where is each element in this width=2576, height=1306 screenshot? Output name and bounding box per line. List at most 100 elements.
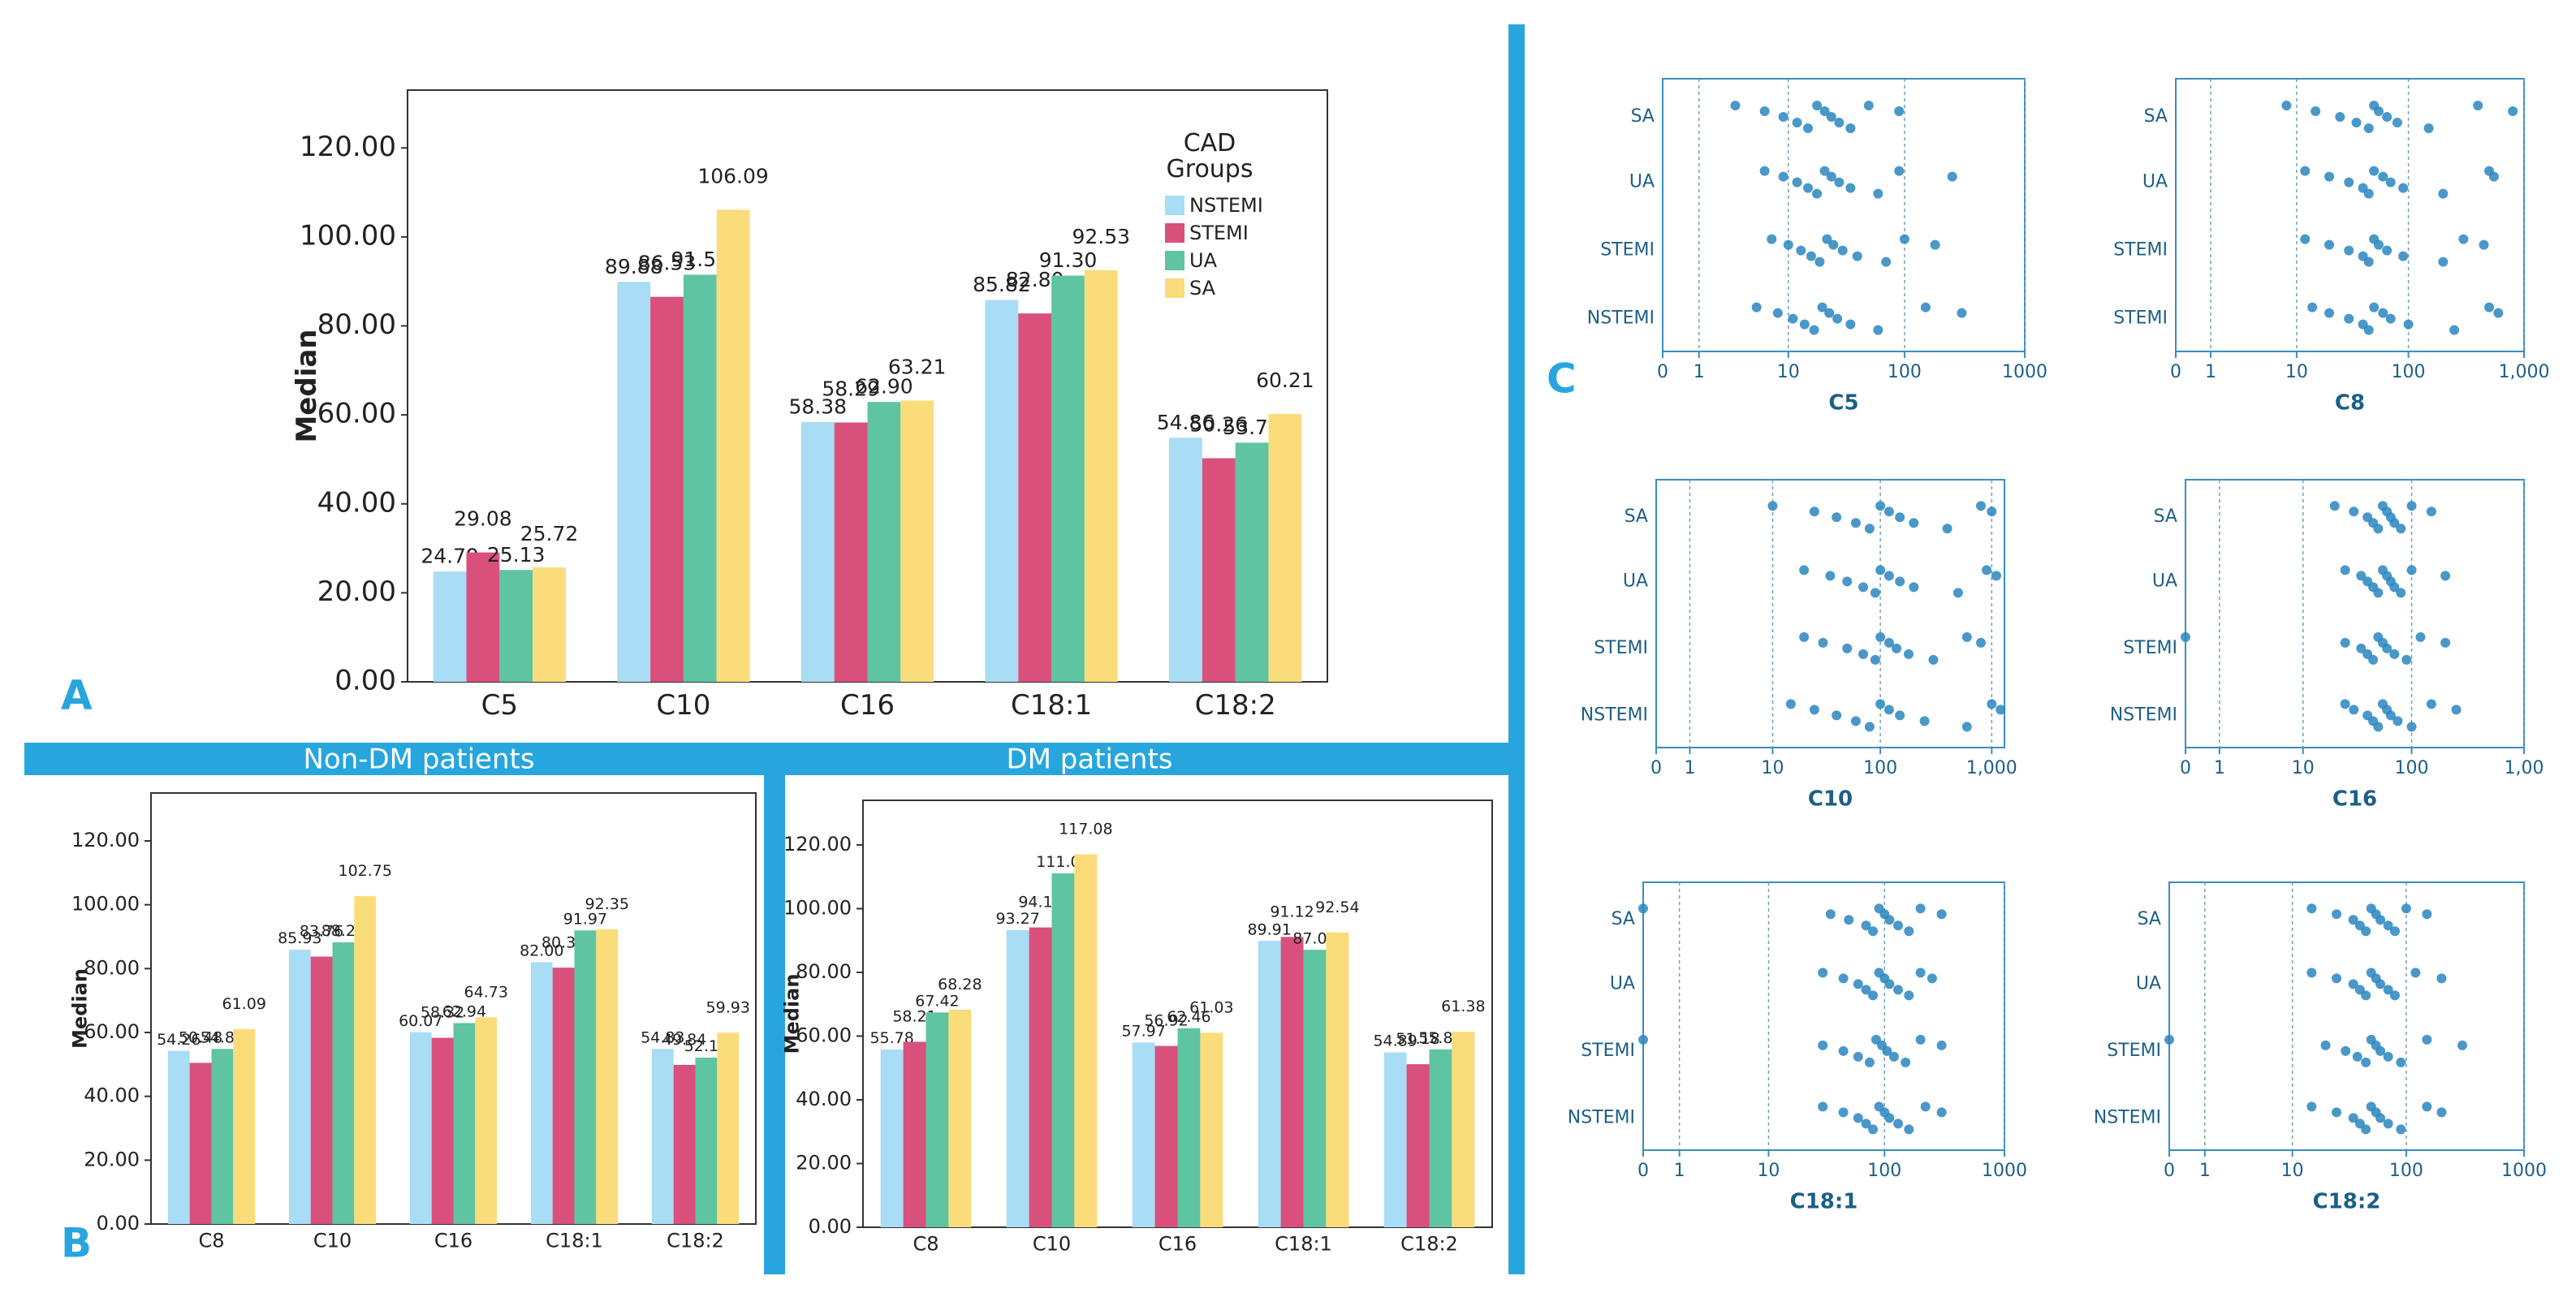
point xyxy=(1928,654,1939,665)
point xyxy=(2383,920,2393,931)
point xyxy=(1638,1034,1648,1045)
x-tick-label: 1,00 xyxy=(2505,758,2544,778)
point xyxy=(2451,705,2462,715)
point xyxy=(1844,915,1854,925)
x-tick-label: 1000 xyxy=(2501,1161,2547,1181)
bar xyxy=(1018,313,1052,682)
y-tick-label: 20.00 xyxy=(317,575,396,608)
point xyxy=(1824,308,1835,318)
panel-label: B xyxy=(61,1220,92,1267)
point xyxy=(2368,654,2379,665)
bar xyxy=(1452,1032,1475,1227)
point xyxy=(1893,985,1904,995)
bar xyxy=(695,1057,718,1224)
point xyxy=(1930,239,1940,250)
bar xyxy=(673,1064,696,1224)
point xyxy=(1873,188,1883,199)
point xyxy=(2306,903,2317,914)
y-tick-label: 40.00 xyxy=(796,1088,852,1110)
y-tick-label: 60.00 xyxy=(796,1024,852,1046)
value-label: 49.84 xyxy=(662,1031,706,1049)
point xyxy=(1883,571,1894,581)
bar xyxy=(1202,458,1236,682)
point xyxy=(1996,705,2006,715)
point xyxy=(2332,973,2342,984)
point xyxy=(2406,722,2417,732)
point xyxy=(2410,968,2421,978)
x-tick-label: 10 xyxy=(1761,758,1784,778)
x-tick-label: 100 xyxy=(1863,758,1897,778)
x-tick-label: 1000 xyxy=(1982,1161,2027,1181)
point xyxy=(2340,565,2350,575)
value-label: 54.26 xyxy=(157,1031,201,1049)
point xyxy=(1853,979,1863,989)
point xyxy=(1802,123,1813,134)
bar xyxy=(1154,1045,1178,1227)
point xyxy=(2363,256,2374,267)
bar xyxy=(651,1049,674,1224)
y-tick-label: 40.00 xyxy=(84,1084,140,1107)
point xyxy=(1875,565,1886,575)
point xyxy=(1819,166,1830,176)
bar xyxy=(683,274,717,682)
value-label: 64.73 xyxy=(464,983,508,1001)
point xyxy=(1852,251,1862,261)
point xyxy=(2385,313,2396,324)
point xyxy=(2369,302,2380,312)
point xyxy=(2341,1045,2351,1056)
y-tick-label: STEMI xyxy=(1581,1041,1635,1061)
bar xyxy=(617,282,651,682)
value-label: 50.48 xyxy=(179,1029,222,1047)
point xyxy=(1819,106,1830,117)
point xyxy=(2401,903,2411,914)
bar xyxy=(332,942,355,1224)
panel-title: DM patients xyxy=(1006,744,1172,776)
point xyxy=(2389,649,2400,659)
x-tick-label: 100 xyxy=(1867,1161,1901,1181)
point xyxy=(1845,123,1856,134)
x-tick-label: 1 xyxy=(1674,1161,1685,1181)
point xyxy=(2329,501,2340,511)
value-label: 67.42 xyxy=(915,993,959,1011)
point xyxy=(2385,710,2396,721)
bar xyxy=(1280,937,1304,1227)
y-tick-label: STEMI xyxy=(2113,308,2168,329)
point xyxy=(1783,239,1793,250)
bar xyxy=(650,296,684,682)
point xyxy=(1920,1101,1931,1112)
y-tick-label: 60.00 xyxy=(317,398,396,430)
y-tick-label: 0.00 xyxy=(97,1212,140,1235)
x-tick-label: 10 xyxy=(2292,758,2315,778)
point xyxy=(1864,1057,1875,1067)
value-label: 85.93 xyxy=(278,929,321,947)
point xyxy=(2361,1124,2371,1135)
y-tick-label: 0.00 xyxy=(809,1215,852,1238)
x-tick-label: 0 xyxy=(1657,362,1668,382)
x-tick-label: C8 xyxy=(198,1230,224,1252)
point xyxy=(1975,637,1986,648)
x-tick-label: C10 xyxy=(656,689,710,722)
point xyxy=(2458,234,2469,244)
point xyxy=(2422,1034,2432,1045)
point xyxy=(1802,183,1813,193)
point xyxy=(2396,1057,2406,1067)
point xyxy=(2375,915,2386,925)
point xyxy=(1899,234,1909,244)
legend-label: STEMI xyxy=(1189,222,1249,244)
value-label: 50.26 xyxy=(1190,413,1249,437)
bar xyxy=(1029,927,1052,1227)
y-tick-label: STEMI xyxy=(1600,240,1655,261)
point xyxy=(1826,112,1836,123)
point xyxy=(1853,1051,1863,1062)
x-tick-label: 0 xyxy=(2180,758,2191,778)
value-label: 91.12 xyxy=(1270,903,1314,920)
bar xyxy=(574,930,597,1224)
bar xyxy=(948,1009,972,1227)
y-tick-label: NSTEMI xyxy=(2094,1107,2161,1127)
bar xyxy=(466,552,500,682)
point xyxy=(1730,101,1741,111)
point xyxy=(2344,177,2354,187)
point xyxy=(1818,1040,1828,1050)
bar xyxy=(1074,854,1098,1227)
bar xyxy=(903,1041,926,1227)
